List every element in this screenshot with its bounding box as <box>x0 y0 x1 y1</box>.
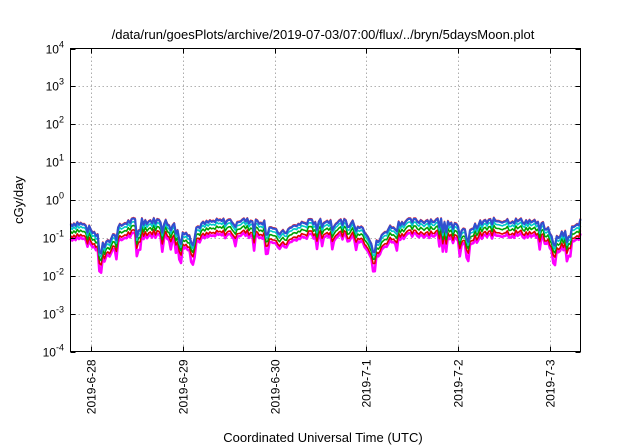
x-tick-label: 2019-6-30 <box>269 359 283 414</box>
x-tick-label: 2019-7-3 <box>544 359 558 407</box>
y-tick-label-base: 10 <box>46 118 60 132</box>
y-tick-label-exponent: 2 <box>59 115 64 125</box>
y-tick-label-exponent: 4 <box>59 40 64 50</box>
x-tick-label: 2019-7-1 <box>360 359 374 407</box>
x-tick-label: 2019-7-2 <box>452 359 466 407</box>
series-line <box>69 220 582 258</box>
plot-frame <box>70 48 581 352</box>
y-tick-label-exponent: -1 <box>56 229 64 239</box>
y-tick-label-base: 10 <box>43 308 57 322</box>
y-tick-label: 10-4 <box>43 343 64 360</box>
series-line <box>69 224 582 262</box>
y-tick-label: 10-1 <box>43 229 64 246</box>
y-axis-label: cGy/day <box>11 176 26 224</box>
y-tick-label-base: 10 <box>46 156 60 170</box>
y-tick-label: 101 <box>46 153 64 170</box>
y-tick-label-base: 10 <box>46 43 60 57</box>
y-tick-label-exponent: -3 <box>56 305 64 315</box>
x-tick-label: 2019-6-28 <box>85 359 99 414</box>
x-axis-label: Coordinated Universal Time (UTC) <box>223 430 422 445</box>
axes: 10-410-310-210-11001011021031042019-6-28… <box>43 40 581 414</box>
y-tick-label-base: 10 <box>43 346 57 360</box>
series-line <box>69 231 582 274</box>
grid <box>70 48 581 352</box>
y-tick-label: 10-3 <box>43 305 64 322</box>
y-tick-label: 103 <box>46 77 64 94</box>
chart-title: /data/run/goesPlots/archive/2019-07-03/0… <box>112 27 535 42</box>
y-tick-label-exponent: 3 <box>59 77 64 87</box>
plot-series <box>69 216 582 274</box>
y-tick-label: 102 <box>46 115 64 132</box>
y-tick-label-base: 10 <box>43 232 57 246</box>
y-tick-label: 100 <box>46 191 64 208</box>
y-tick-label-base: 10 <box>46 194 60 208</box>
y-tick-label-exponent: -2 <box>56 267 64 277</box>
y-tick-label: 104 <box>46 40 64 57</box>
series-line <box>69 217 582 255</box>
y-tick-label-exponent: 0 <box>59 191 64 201</box>
y-tick-label-base: 10 <box>43 270 57 284</box>
y-tick-label-exponent: 1 <box>59 153 64 163</box>
y-tick-label-base: 10 <box>46 80 60 94</box>
series-line <box>69 228 582 266</box>
x-tick-label: 2019-6-29 <box>177 359 191 414</box>
y-tick-label: 10-2 <box>43 267 64 284</box>
y-tick-label-exponent: -4 <box>56 343 64 353</box>
